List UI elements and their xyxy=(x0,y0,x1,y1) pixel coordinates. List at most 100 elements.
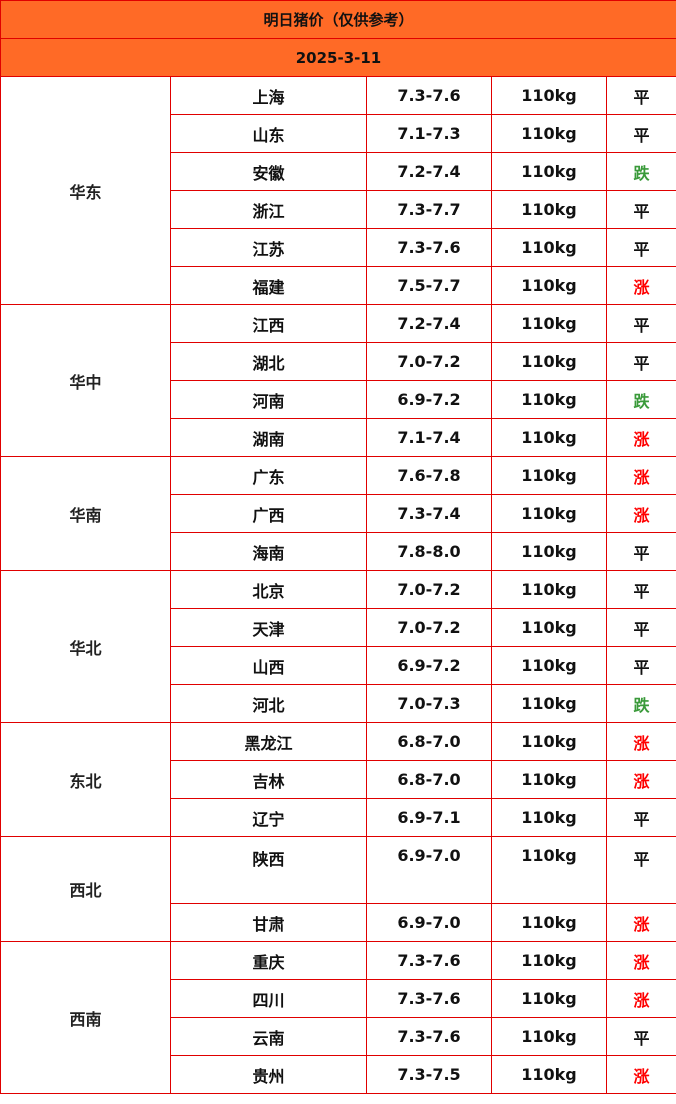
province-cell: 安徽 xyxy=(170,152,367,191)
price-cell: 7.1-7.4 xyxy=(366,418,492,457)
table-row: 河北 7.0-7.3 110kg 跌 xyxy=(1,684,676,723)
trend-cell: 涨 xyxy=(606,1055,676,1094)
weight-cell: 110kg xyxy=(491,152,607,191)
region-cell: 华中 xyxy=(0,304,171,457)
province-cell: 江苏 xyxy=(170,228,367,267)
province-cell: 湖南 xyxy=(170,418,367,457)
province-cell: 河南 xyxy=(170,380,367,419)
province-cell: 甘肃 xyxy=(170,903,367,942)
table-row: 辽宁 6.9-7.1 110kg 平 xyxy=(1,798,676,837)
region-cell: 西南 xyxy=(0,941,171,1094)
province-cell: 四川 xyxy=(170,979,367,1018)
trend-cell: 平 xyxy=(606,1017,676,1056)
weight-cell: 110kg xyxy=(491,646,607,685)
price-cell: 6.8-7.0 xyxy=(366,760,492,799)
table-row: 天津 7.0-7.2 110kg 平 xyxy=(1,608,676,647)
trend-cell: 涨 xyxy=(606,456,676,495)
price-cell: 6.9-7.2 xyxy=(366,380,492,419)
table-row: 四川 7.3-7.6 110kg 涨 xyxy=(1,979,676,1018)
province-cell: 辽宁 xyxy=(170,798,367,837)
trend-cell: 平 xyxy=(606,228,676,267)
weight-cell: 110kg xyxy=(491,1055,607,1094)
region-cell: 东北 xyxy=(0,722,171,837)
weight-cell: 110kg xyxy=(491,608,607,647)
province-cell: 江西 xyxy=(170,304,367,343)
trend-cell: 涨 xyxy=(606,418,676,457)
table-date: 2025-3-11 xyxy=(0,38,676,77)
price-cell: 7.5-7.7 xyxy=(366,266,492,305)
table-row: 吉林 6.8-7.0 110kg 涨 xyxy=(1,760,676,799)
province-cell: 云南 xyxy=(170,1017,367,1056)
table-row: 江苏 7.3-7.6 110kg 平 xyxy=(1,228,676,267)
region-cell: 华南 xyxy=(0,456,171,571)
price-cell: 6.9-7.1 xyxy=(366,798,492,837)
weight-cell: 110kg xyxy=(491,418,607,457)
province-cell: 吉林 xyxy=(170,760,367,799)
province-cell: 上海 xyxy=(170,76,367,115)
trend-cell: 平 xyxy=(606,836,676,904)
province-cell: 黑龙江 xyxy=(170,722,367,761)
price-cell: 7.0-7.3 xyxy=(366,684,492,723)
region-cell: 华北 xyxy=(0,570,171,723)
table-row: 华东 上海 7.3-7.6 110kg 平 xyxy=(0,76,676,305)
weight-cell: 110kg xyxy=(491,228,607,267)
trend-cell: 涨 xyxy=(606,979,676,1018)
weight-cell: 110kg xyxy=(491,304,607,343)
weight-cell: 110kg xyxy=(491,456,607,495)
trend-cell: 涨 xyxy=(606,266,676,305)
table-row: 河南 6.9-7.2 110kg 跌 xyxy=(1,380,676,419)
province-cell: 北京 xyxy=(170,570,367,609)
trend-cell: 平 xyxy=(606,190,676,229)
price-cell: 6.9-7.0 xyxy=(366,903,492,942)
trend-cell: 涨 xyxy=(606,760,676,799)
trend-cell: 涨 xyxy=(606,722,676,761)
trend-cell: 跌 xyxy=(606,684,676,723)
table-row: 华中 江西 7.2-7.4 110kg 平 xyxy=(0,304,676,457)
trend-cell: 平 xyxy=(606,532,676,571)
table-row: 山西 6.9-7.2 110kg 平 xyxy=(1,646,676,685)
price-cell: 7.3-7.6 xyxy=(366,979,492,1018)
table-row: 贵州 7.3-7.5 110kg 涨 xyxy=(1,1055,676,1094)
weight-cell: 110kg xyxy=(491,836,607,904)
weight-cell: 110kg xyxy=(491,342,607,381)
price-cell: 7.3-7.7 xyxy=(366,190,492,229)
province-cell: 陕西 xyxy=(170,836,367,904)
table-row: 山东 7.1-7.3 110kg 平 xyxy=(1,114,676,153)
weight-cell: 110kg xyxy=(491,76,607,115)
weight-cell: 110kg xyxy=(491,532,607,571)
trend-cell: 涨 xyxy=(606,494,676,533)
province-cell: 广西 xyxy=(170,494,367,533)
price-cell: 7.0-7.2 xyxy=(366,608,492,647)
trend-cell: 平 xyxy=(606,608,676,647)
trend-cell: 平 xyxy=(606,114,676,153)
province-cell: 海南 xyxy=(170,532,367,571)
trend-cell: 跌 xyxy=(606,380,676,419)
weight-cell: 110kg xyxy=(491,1017,607,1056)
trend-cell: 平 xyxy=(606,76,676,115)
weight-cell: 110kg xyxy=(491,798,607,837)
trend-cell: 涨 xyxy=(606,903,676,942)
price-cell: 6.9-7.2 xyxy=(366,646,492,685)
table-row: 甘肃 6.9-7.0 110kg 涨 xyxy=(1,903,676,942)
weight-cell: 110kg xyxy=(491,494,607,533)
region-cell: 西北 xyxy=(0,836,171,942)
price-cell: 7.0-7.2 xyxy=(366,570,492,609)
price-cell: 7.6-7.8 xyxy=(366,456,492,495)
table-row: 云南 7.3-7.6 110kg 平 xyxy=(1,1017,676,1056)
table-title: 明日猪价（仅供参考） xyxy=(0,0,676,39)
price-cell: 7.3-7.6 xyxy=(366,1017,492,1056)
province-cell: 山东 xyxy=(170,114,367,153)
province-cell: 山西 xyxy=(170,646,367,685)
weight-cell: 110kg xyxy=(491,684,607,723)
weight-cell: 110kg xyxy=(491,760,607,799)
weight-cell: 110kg xyxy=(491,903,607,942)
price-cell: 7.3-7.6 xyxy=(366,941,492,980)
price-cell: 6.9-7.0 xyxy=(366,836,492,904)
trend-cell: 平 xyxy=(606,798,676,837)
trend-cell: 平 xyxy=(606,304,676,343)
table-row: 西北 陕西 6.9-7.0 110kg 平 xyxy=(0,836,676,942)
price-cell: 7.8-8.0 xyxy=(366,532,492,571)
trend-cell: 平 xyxy=(606,646,676,685)
price-cell: 7.3-7.5 xyxy=(366,1055,492,1094)
